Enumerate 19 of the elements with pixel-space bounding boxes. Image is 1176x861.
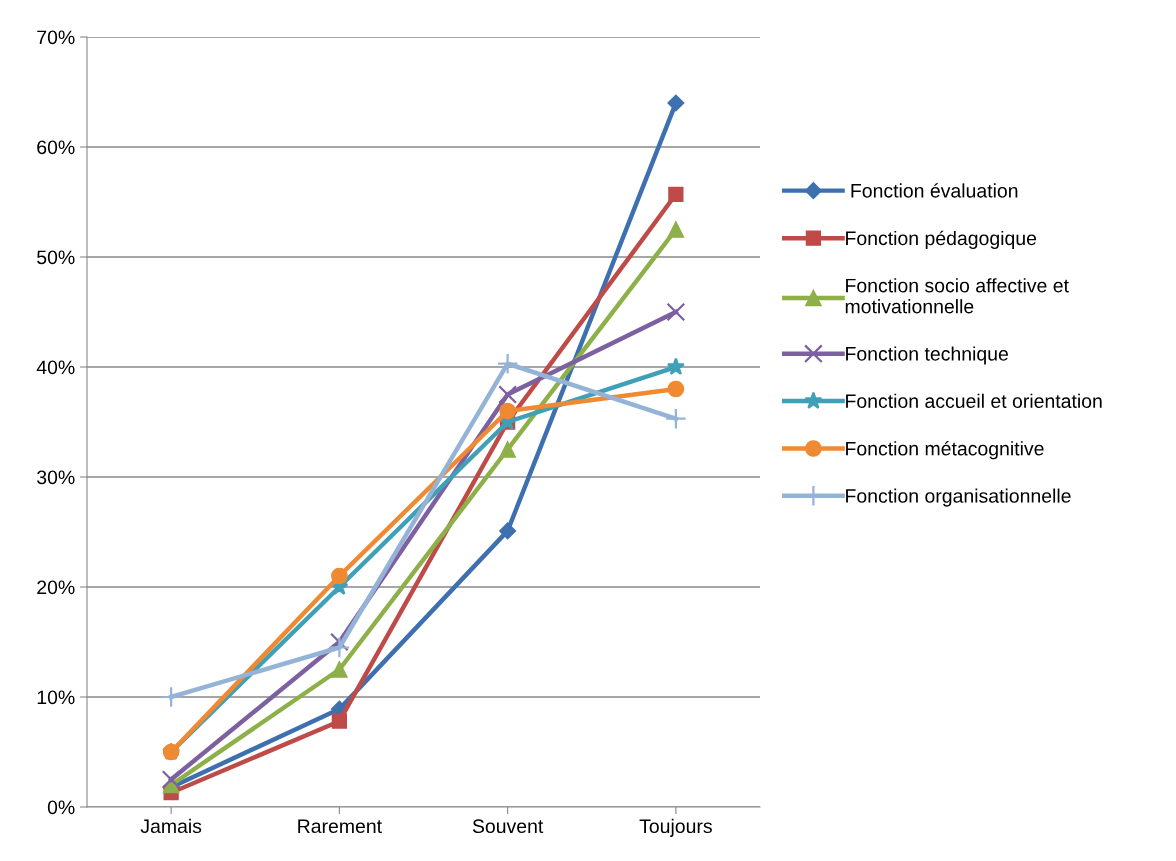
x-tick-label: Souvent — [472, 819, 544, 834]
y-tick-label: 0% — [47, 800, 75, 815]
x-tick-label: Toujours — [639, 818, 712, 837]
y-tick-label: 40% — [36, 360, 75, 375]
legend-label: Fonction pédagogique — [846, 230, 1037, 250]
y-tick-label: 20% — [37, 580, 75, 595]
y-tick-label: 50% — [37, 250, 75, 265]
x-tick-label: Jamais — [140, 818, 202, 834]
y-tick-label: 70% — [37, 30, 75, 45]
x-tick-label: Rarement — [298, 819, 382, 834]
y-tick-label: 60% — [37, 140, 75, 155]
legend-label: Fonction évaluation — [851, 183, 1018, 198]
legend-label: Fonction métacognitive — [846, 440, 1044, 460]
y-tick-label: 10% — [37, 690, 75, 705]
legend-label: Fonction technique — [846, 346, 1008, 365]
legend-label: Fonction accueil et orientation — [846, 393, 1102, 408]
legend-label: Fonction organisationnelle — [846, 488, 1071, 507]
legend-label: Fonction socio affective et motivationnelle — [845, 278, 1069, 314]
y-tick-label: 30% — [37, 470, 75, 485]
